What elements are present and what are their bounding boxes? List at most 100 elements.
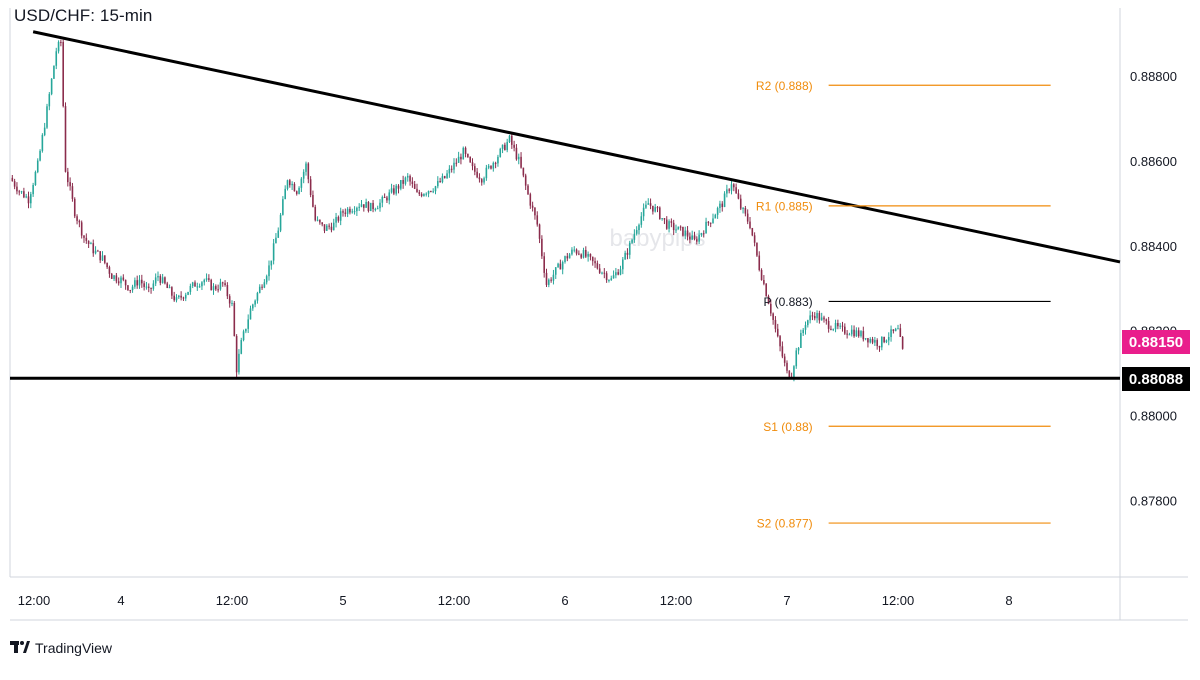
candle-up (573, 249, 576, 251)
candle-down (416, 188, 418, 193)
candle-up (356, 207, 358, 212)
x-tick-label-3: 5 (339, 593, 346, 608)
candle-down (543, 256, 545, 273)
candle-down (580, 254, 582, 258)
candle-up (700, 233, 703, 235)
candle-up (203, 279, 206, 283)
candle-up (684, 230, 687, 236)
candle-down (538, 224, 541, 239)
candle-down (344, 212, 347, 214)
candle-down (228, 296, 231, 304)
candle-up (152, 283, 155, 289)
candle-up (379, 202, 381, 209)
candle-down (901, 336, 904, 349)
candle-down (578, 253, 580, 255)
candle-up (492, 162, 495, 169)
candle-down (813, 316, 816, 319)
candle-down (659, 207, 661, 220)
candle-down (307, 163, 310, 180)
y-tick-label-1: 0.88600 (1130, 154, 1177, 169)
candle-down (686, 230, 689, 237)
candle-down (182, 297, 185, 299)
candle-down (818, 313, 821, 321)
descending-trend-line (32, 30, 1121, 264)
candle-down (550, 279, 552, 281)
candle-down (104, 255, 106, 263)
candle-up (508, 135, 511, 143)
candle-up (615, 272, 617, 276)
candle-up (43, 127, 46, 135)
candle-down (430, 191, 432, 193)
candle-down (71, 186, 74, 199)
candle-down (450, 168, 453, 170)
candle-up (300, 178, 303, 188)
candle-down (783, 356, 786, 363)
candle-up (557, 263, 559, 268)
candle-up (850, 329, 853, 335)
candle-up (677, 226, 680, 230)
candle-down (143, 283, 145, 287)
candle-down (217, 289, 219, 291)
candle-up (881, 336, 883, 348)
candle-up (834, 322, 837, 330)
x-tick-label-0: 12:00 (18, 593, 51, 608)
candle-down (337, 217, 340, 221)
candle-down (342, 211, 344, 213)
candle-up (374, 209, 377, 211)
candle-up (305, 163, 307, 172)
candle-up (564, 256, 566, 262)
candle-up (548, 279, 550, 285)
candle-down (418, 192, 421, 195)
candle-up (205, 278, 208, 280)
candle-up (441, 176, 444, 183)
candle-down (13, 181, 16, 187)
candle-down (862, 331, 865, 340)
candle-down (409, 175, 411, 182)
candle-up (219, 282, 222, 290)
x-tick-label-1: 4 (117, 593, 124, 608)
candle-down (844, 326, 846, 334)
candle-down (746, 213, 749, 222)
candle-down (494, 162, 497, 164)
candle-down (788, 370, 791, 378)
candle-up (168, 287, 171, 289)
candle-down (541, 238, 543, 257)
candle-up (832, 329, 835, 331)
candle-down (76, 216, 78, 221)
candle-down (309, 179, 312, 195)
candle-down (328, 225, 330, 227)
candle-down (594, 261, 596, 264)
candle-up (30, 194, 32, 204)
tradingview-logo-icon (10, 641, 30, 653)
candle-up (855, 330, 858, 337)
candle-down (295, 191, 298, 194)
candle-down (420, 194, 423, 196)
candle-down (531, 205, 534, 208)
candle-up (268, 265, 270, 277)
candle-up (41, 134, 44, 151)
candle-down (233, 302, 236, 337)
x-tick-label-6: 12:00 (660, 593, 693, 608)
candle-up (462, 147, 465, 160)
candle-up (101, 255, 104, 261)
brand-logo[interactable]: TradingView (10, 640, 112, 656)
candle-down (159, 276, 162, 283)
candle-down (846, 333, 848, 335)
candle-up (189, 285, 192, 292)
candle-up (517, 156, 520, 160)
candle-up (848, 334, 851, 336)
candle-up (36, 160, 39, 172)
candle-down (180, 295, 182, 298)
candle-down (413, 184, 416, 189)
candle-down (529, 194, 532, 206)
candle-down (626, 252, 629, 255)
candle-up (157, 276, 159, 278)
candle-down (136, 280, 138, 286)
candle-up (90, 243, 92, 245)
candle-down (87, 240, 90, 244)
candle-up (175, 297, 178, 301)
candle-up (351, 211, 354, 213)
candle-down (672, 222, 675, 231)
candle-down (760, 270, 763, 281)
candle-down (474, 166, 476, 172)
